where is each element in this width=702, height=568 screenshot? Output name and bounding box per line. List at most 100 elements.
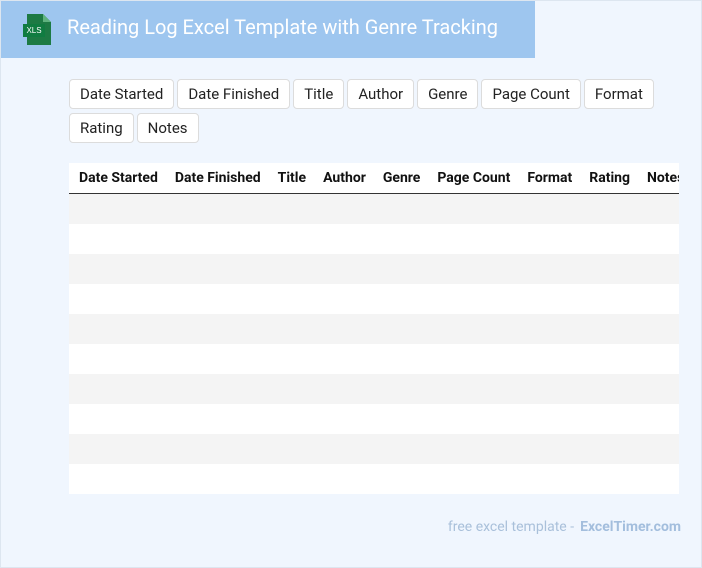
table-cell	[517, 434, 580, 464]
table-cell	[517, 254, 580, 284]
table-cell	[313, 224, 373, 254]
column-header[interactable]: Format	[517, 163, 580, 194]
table-cell	[164, 464, 268, 494]
table-cell	[579, 404, 638, 434]
table-cell	[69, 314, 165, 344]
column-header[interactable]: Page Count	[427, 163, 518, 194]
column-header[interactable]: Notes	[637, 163, 679, 194]
table-cell	[427, 254, 518, 284]
table-row	[69, 284, 679, 314]
table-cell	[164, 284, 268, 314]
table-cell	[164, 254, 268, 284]
table-cell	[267, 404, 314, 434]
table-cell	[427, 434, 518, 464]
table-cell	[579, 254, 638, 284]
table-row	[69, 374, 679, 404]
table-cell	[517, 314, 580, 344]
table-cell	[637, 284, 679, 314]
table-cell	[637, 434, 679, 464]
table-cell	[372, 314, 428, 344]
table-cell	[427, 404, 518, 434]
table-cell	[637, 224, 679, 254]
table-cell	[372, 193, 428, 224]
filter-chip[interactable]: Page Count	[481, 79, 581, 109]
table-cell	[164, 314, 268, 344]
excel-icon: XLS	[23, 14, 51, 45]
table-cell	[267, 434, 314, 464]
column-header[interactable]: Date Finished	[164, 163, 268, 194]
table-cell	[164, 374, 268, 404]
table-cell	[372, 374, 428, 404]
filter-chip[interactable]: Date Started	[69, 79, 175, 109]
table-cell	[313, 284, 373, 314]
filter-chip[interactable]: Format	[583, 79, 654, 109]
table-container: Date Started Date Finished Title Author Genr…	[69, 163, 679, 494]
table-cell	[267, 374, 314, 404]
footer-text: free excel template -	[447, 519, 575, 535]
filter-chip[interactable]: Notes	[136, 113, 199, 143]
table-cell	[427, 193, 518, 224]
table-cell	[69, 344, 165, 374]
table-cell	[267, 284, 314, 314]
table-cell	[372, 404, 428, 434]
table-cell	[517, 404, 580, 434]
table-row	[69, 464, 679, 494]
column-header[interactable]: Date Started	[69, 163, 165, 194]
column-header[interactable]: Author	[313, 163, 373, 194]
page-title: Reading Log Excel Template with Genre Tr…	[67, 15, 499, 39]
table-cell	[267, 254, 314, 284]
filter-chip[interactable]: Date Finished	[177, 79, 291, 109]
table-cell	[267, 344, 314, 374]
header: XLS Reading Log Excel Template with Genr…	[1, 1, 535, 58]
table-row	[69, 224, 679, 254]
table-cell	[372, 284, 428, 314]
table-cell	[69, 434, 165, 464]
table-cell	[69, 254, 165, 284]
table-cell	[164, 404, 268, 434]
table-cell	[579, 374, 638, 404]
filter-chip[interactable]: Title	[293, 79, 345, 109]
table-row	[69, 434, 679, 464]
table-cell	[69, 284, 165, 314]
icon-label: XLS	[26, 26, 41, 35]
table-cell	[372, 434, 428, 464]
table-row	[69, 193, 679, 224]
table-cell	[517, 284, 580, 314]
header-row: Date Started Date Finished Title Author Genr…	[69, 163, 679, 194]
table-cell	[69, 404, 165, 434]
table-cell	[69, 374, 165, 404]
table-row	[69, 404, 679, 434]
table-cell	[267, 464, 314, 494]
table-cell	[427, 344, 518, 374]
table-cell	[637, 374, 679, 404]
table-cell	[427, 464, 518, 494]
table-cell	[517, 224, 580, 254]
table: Date Started Date Finished Title Author Genr…	[69, 163, 679, 494]
filter-chip[interactable]: Genre	[417, 79, 479, 109]
table-cell	[427, 374, 518, 404]
table-cell	[164, 193, 268, 224]
column-header[interactable]: Rating	[579, 163, 638, 194]
table-cell	[267, 193, 314, 224]
footer-link[interactable]: ExcelTimer.com	[580, 519, 681, 535]
table-cell	[313, 254, 373, 284]
footer: free excel template - ExcelTimer.com	[448, 519, 681, 535]
table-cell	[372, 344, 428, 374]
filter-chip[interactable]: Rating	[69, 113, 134, 143]
table-cell	[637, 464, 679, 494]
table-cell	[267, 314, 314, 344]
table-cell	[164, 344, 268, 374]
column-header[interactable]: Title	[267, 163, 314, 194]
filter-bar: Date Started Date Finished Title Author Genr…	[69, 79, 669, 143]
filter-chip[interactable]: Author	[347, 79, 415, 109]
table-cell	[427, 314, 518, 344]
column-header[interactable]: Genre	[372, 163, 428, 194]
table-cell	[313, 374, 373, 404]
table-cell	[313, 434, 373, 464]
table-cell	[637, 344, 679, 374]
table-cell	[69, 224, 165, 254]
table-cell	[69, 464, 165, 494]
table-cell	[372, 464, 428, 494]
table-cell	[427, 284, 518, 314]
